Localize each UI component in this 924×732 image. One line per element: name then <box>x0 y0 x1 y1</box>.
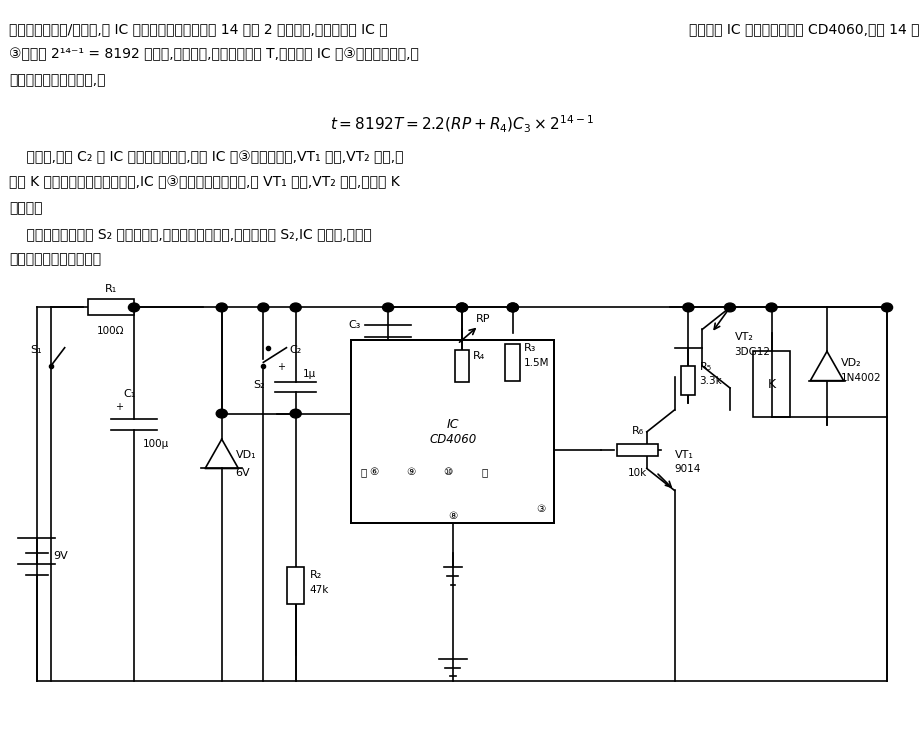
Text: ⑥: ⑥ <box>370 467 379 477</box>
Text: ⑧: ⑧ <box>448 511 457 521</box>
Text: R₁: R₁ <box>104 284 117 294</box>
Text: VD₂: VD₂ <box>841 358 861 368</box>
Text: K: K <box>768 378 775 391</box>
Text: 电路中的 IC 为数字集成电路 CD4060,它是 14 位: 电路中的 IC 为数字集成电路 CD4060,它是 14 位 <box>689 22 919 36</box>
Text: R₅: R₅ <box>699 362 711 372</box>
Text: 6V: 6V <box>236 468 250 478</box>
Text: 1N4002: 1N4002 <box>841 373 881 383</box>
Text: +: + <box>276 362 285 372</box>
Text: VT₂: VT₂ <box>735 332 753 343</box>
Bar <box>287 567 304 604</box>
Text: 二进制串行计数/分频器,在 IC 内部的振荡器组成一个 14 级的 2 分频电路,分频后可从 IC 的: 二进制串行计数/分频器,在 IC 内部的振荡器组成一个 14 级的 2 分频电路… <box>9 22 388 36</box>
Bar <box>351 340 554 523</box>
Text: $t = 8192T = 2.2(RP + R_4)C_3 \times 2^{14-1}$: $t = 8192T = 2.2(RP + R_4)C_3 \times 2^{… <box>330 113 594 135</box>
Text: 电器 K 吸合。当定时时间到达后,IC 的③脚输出变为高电平,使 VT₁ 导通,VT₂ 截止,继电器 K: 电器 K 吸合。当定时时间到达后,IC 的③脚输出变为高电平,使 VT₁ 导通,… <box>9 176 400 190</box>
Text: S₂: S₂ <box>253 380 264 390</box>
Text: R₃: R₃ <box>524 343 536 354</box>
Text: ③: ③ <box>536 504 545 514</box>
Bar <box>753 351 790 417</box>
Text: 10k: 10k <box>628 468 647 479</box>
Text: ③脚获得 2¹⁴⁻¹ = 8192 次分频,也就是说,若振荡周期为 T,则可利用 IC 的③脚输出作延时,其: ③脚获得 2¹⁴⁻¹ = 8192 次分频,也就是说,若振荡周期为 T,则可利用… <box>9 48 419 61</box>
Text: IC: IC <box>446 418 459 431</box>
Circle shape <box>456 303 468 312</box>
Text: RP: RP <box>476 314 491 324</box>
Circle shape <box>881 303 893 312</box>
Circle shape <box>290 303 301 312</box>
Text: 9014: 9014 <box>675 464 701 474</box>
Circle shape <box>507 303 518 312</box>
Text: 100Ω: 100Ω <box>97 326 125 336</box>
Text: S₁: S₁ <box>30 345 42 355</box>
Text: ⑩: ⑩ <box>444 467 453 477</box>
Circle shape <box>216 303 227 312</box>
Circle shape <box>383 303 394 312</box>
Text: 1.5M: 1.5M <box>524 358 550 368</box>
Text: ⑨: ⑨ <box>407 467 416 477</box>
Text: VT₁: VT₁ <box>675 449 693 460</box>
Text: ⑪: ⑪ <box>482 467 488 477</box>
Circle shape <box>683 303 694 312</box>
Text: 便可重新开始定时工作。: 便可重新开始定时工作。 <box>9 253 102 266</box>
Text: CD4060: CD4060 <box>429 433 477 446</box>
Text: +: + <box>115 402 123 412</box>
Text: C₃: C₃ <box>348 320 360 329</box>
Text: C₁: C₁ <box>123 389 136 399</box>
Text: 被释放。: 被释放。 <box>9 201 43 215</box>
Circle shape <box>507 303 518 312</box>
Text: VD₁: VD₁ <box>236 449 256 460</box>
Circle shape <box>766 303 777 312</box>
Circle shape <box>128 303 140 312</box>
Circle shape <box>290 409 301 418</box>
Text: R₂: R₂ <box>310 570 322 580</box>
Bar <box>682 366 696 395</box>
Text: 1μ: 1μ <box>303 369 316 379</box>
Text: 47k: 47k <box>310 585 329 595</box>
Text: 电路中的按钮开关 S₂ 为复位开关,若要中途停止定时,则只要按动 S₂,IC 将复位,计数器: 电路中的按钮开关 S₂ 为复位开关,若要中途停止定时,则只要按动 S₂,IC 将… <box>9 227 372 241</box>
Text: 9V: 9V <box>54 551 68 561</box>
Text: 定时时间可由下式确定,即: 定时时间可由下式确定,即 <box>9 73 105 87</box>
Bar <box>505 344 520 381</box>
Bar <box>455 349 469 382</box>
Text: 3DG12: 3DG12 <box>735 347 771 357</box>
Text: 3.3k: 3.3k <box>699 376 723 386</box>
Text: R₆: R₆ <box>631 425 644 436</box>
Bar <box>88 299 134 315</box>
Bar <box>617 444 658 456</box>
Text: R₄: R₄ <box>473 351 485 361</box>
Circle shape <box>258 303 269 312</box>
Circle shape <box>216 409 227 418</box>
Text: C₂: C₂ <box>289 345 302 355</box>
Text: ⑫: ⑫ <box>360 467 367 477</box>
Text: 开机后,电容 C₂ 使 IC 清零并开始定时,此时 IC 的③脚为低电平,VT₁ 截止,VT₂ 导通,继: 开机后,电容 C₂ 使 IC 清零并开始定时,此时 IC 的③脚为低电平,VT₁… <box>9 150 404 164</box>
Circle shape <box>724 303 736 312</box>
Circle shape <box>456 303 468 312</box>
Text: 100μ: 100μ <box>143 439 169 449</box>
